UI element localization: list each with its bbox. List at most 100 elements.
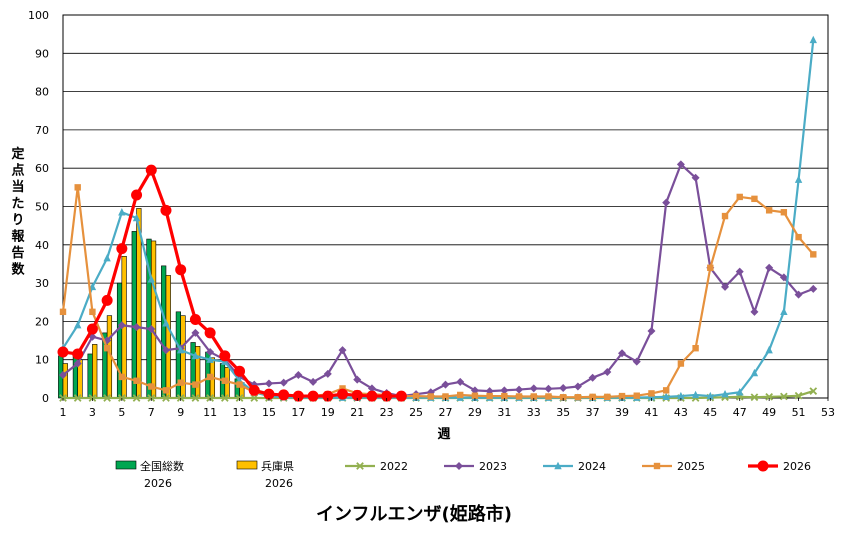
legend-swatch-0 — [115, 460, 137, 470]
point-2025-week-10 — [192, 381, 199, 388]
legend-label-5: 2025 — [677, 460, 705, 473]
point-2025-week-9 — [177, 379, 184, 386]
point-2023-week-37 — [588, 373, 597, 382]
point-2024-week-10 — [191, 351, 200, 360]
point-2024-week-43 — [677, 391, 685, 400]
point-2025-week-6 — [133, 377, 140, 384]
x-tick-label-43: 43 — [674, 406, 688, 419]
point-2025-week-13 — [236, 381, 243, 388]
point-2024-week-7 — [147, 275, 155, 283]
point-2025-week-47 — [736, 193, 743, 201]
point-2022-week-49 — [765, 393, 773, 401]
point-2024-week-47 — [736, 388, 744, 396]
x-tick-label-29: 29 — [468, 406, 482, 419]
x-tick-label-21: 21 — [350, 406, 364, 419]
bar-hyogo-week-1 — [62, 363, 68, 399]
point-2023-week-29 — [470, 386, 479, 395]
point-2023-week-40 — [632, 357, 641, 366]
point-2025-week-39 — [618, 392, 626, 400]
point-2022-week-14 — [250, 394, 259, 402]
y-tick-label-60: 60 — [35, 162, 49, 175]
x-tick-label-27: 27 — [439, 406, 453, 419]
line-2024 — [62, 39, 815, 399]
x-tick-label-39: 39 — [615, 406, 629, 419]
x-tick-label-49: 49 — [762, 406, 776, 419]
x-tick-label-17: 17 — [291, 406, 305, 419]
point-2025-week-50 — [780, 209, 788, 216]
point-2024-week-49 — [765, 345, 773, 354]
x-tick-label-37: 37 — [586, 406, 600, 419]
point-2026-week-9 — [175, 264, 187, 276]
legend-label-4: 2024 — [578, 460, 606, 473]
legend-item-6: 2026 — [748, 460, 811, 473]
point-2026-week-13 — [234, 365, 246, 377]
point-2022-week-12 — [220, 394, 229, 402]
bar-national-week-5 — [116, 282, 123, 399]
y-tick-label-70: 70 — [35, 124, 49, 137]
point-2023-week-52 — [809, 284, 818, 293]
point-2023-week-22 — [367, 384, 376, 393]
y-tick-label-100: 100 — [28, 9, 49, 22]
point-2023-week-39 — [618, 349, 627, 358]
point-2023-week-50 — [779, 273, 788, 282]
legend-swatch-marker-2-b — [356, 462, 364, 470]
point-2023-week-31 — [500, 386, 509, 395]
point-2026-week-14 — [248, 384, 260, 396]
point-2022-week-48 — [750, 393, 759, 402]
legend-swatch-marker-4 — [554, 461, 562, 470]
point-2024-week-52 — [809, 35, 817, 44]
x-tick-label-15: 15 — [262, 406, 276, 419]
point-2023-week-15 — [264, 379, 273, 388]
y-axis-title: 定点当たり報告数 — [10, 146, 25, 278]
y-tick-label-30: 30 — [35, 277, 49, 290]
point-2025-week-52 — [810, 251, 817, 258]
point-2025-week-1 — [59, 308, 67, 316]
point-2024-week-6 — [132, 213, 141, 222]
legend-label-0: 全国総数 2026 — [140, 459, 184, 490]
x-tick-label-19: 19 — [321, 406, 335, 419]
point-2024-week-8 — [162, 319, 170, 327]
point-2024-week-50 — [780, 307, 788, 316]
point-2025-week-5 — [118, 373, 126, 381]
line-2025 — [61, 186, 815, 399]
point-2023-week-48 — [750, 307, 759, 316]
point-2022-week-14-b — [250, 394, 259, 402]
point-2025-week-49 — [765, 207, 773, 214]
bar-hyogo-week-3 — [92, 344, 98, 399]
y-tick-label-80: 80 — [35, 86, 49, 99]
point-2022-week-4-b — [103, 394, 111, 402]
point-2026-week-8 — [160, 204, 172, 216]
point-2026-week-17 — [292, 390, 304, 402]
point-2024-week-46 — [721, 389, 729, 398]
point-2026-week-18 — [307, 390, 319, 402]
legend-swatch-marker-5 — [653, 462, 661, 470]
point-2023-week-36 — [573, 382, 582, 391]
bar-national-week-10 — [190, 342, 196, 399]
point-2026-week-22 — [366, 390, 378, 402]
point-2022-week-2-b — [73, 394, 82, 402]
x-tick-label-45: 45 — [703, 406, 717, 419]
point-2025-week-36 — [574, 394, 582, 401]
x-tick-label-51: 51 — [792, 406, 806, 419]
x-tick-label-13: 13 — [233, 406, 247, 419]
point-2026-week-2 — [72, 348, 84, 360]
point-2023-week-10 — [191, 328, 200, 337]
legend-swatch-marker-2 — [356, 462, 364, 470]
point-2025-week-38 — [604, 393, 611, 401]
point-2024-week-9 — [176, 345, 185, 354]
point-2023-week-32 — [515, 385, 524, 394]
point-2025-week-33 — [530, 393, 537, 400]
legend-item-0: 全国総数 2026 — [115, 459, 184, 490]
point-2023-week-41 — [647, 326, 656, 335]
point-2025-week-32 — [515, 393, 523, 400]
y-tick-label-40: 40 — [35, 239, 49, 252]
point-2023-week-28 — [456, 377, 465, 386]
y-tick-label-50: 50 — [35, 201, 49, 214]
legend-label-3: 2023 — [479, 460, 507, 473]
point-2023-week-7 — [147, 325, 156, 334]
bar-national-week-6 — [131, 231, 137, 399]
legend-item-5: 2025 — [642, 460, 705, 473]
point-2023-week-49 — [765, 263, 774, 272]
